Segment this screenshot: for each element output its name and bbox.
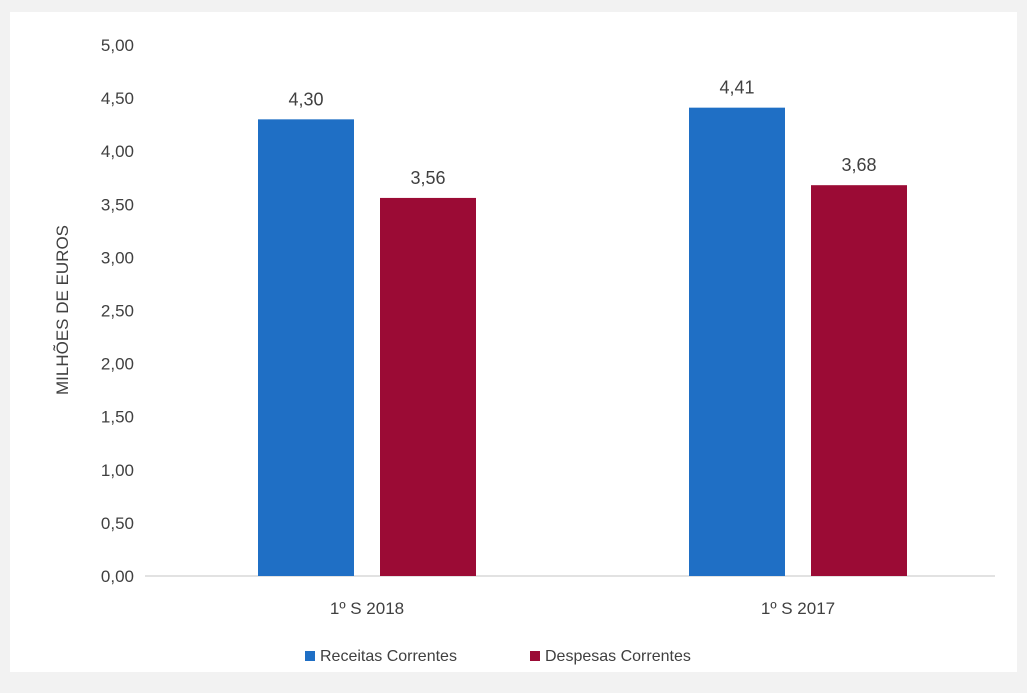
bar[interactable] <box>258 119 354 576</box>
y-tick-label: 0,00 <box>101 567 134 586</box>
legend-swatch <box>305 651 315 661</box>
legend-label[interactable]: Receitas Correntes <box>320 648 457 665</box>
legend-label[interactable]: Despesas Correntes <box>545 648 691 665</box>
x-axis-labels: 1º S 2018 1º S 2017 <box>330 599 835 618</box>
y-tick-label: 4,00 <box>101 142 134 161</box>
bar[interactable] <box>380 197 476 577</box>
y-tick-label: 5,00 <box>101 36 134 55</box>
bar[interactable] <box>689 107 785 577</box>
x-tick-label: 1º S 2017 <box>761 599 835 618</box>
y-tick-label: 3,50 <box>101 195 134 214</box>
bar[interactable] <box>811 185 907 576</box>
data-label: 4,41 <box>719 78 754 98</box>
y-axis-ticks: 0,00 0,50 1,00 1,50 2,00 2,50 3,00 3,50 4,00 4,50… <box>101 36 134 586</box>
data-label: 3,68 <box>841 155 876 175</box>
data-label: 4,30 <box>288 89 323 109</box>
bars: 4,30 3,56 4,41 3,68 <box>258 78 907 577</box>
y-tick-label: 3,00 <box>101 248 134 267</box>
data-label: 3,56 <box>410 168 445 188</box>
y-tick-label: 0,50 <box>101 514 134 533</box>
y-tick-label: 4,50 <box>101 89 134 108</box>
legend[interactable]: Receitas Correntes Despesas Correntes <box>305 648 691 665</box>
y-tick-label: 1,50 <box>101 408 134 427</box>
y-tick-label: 2,00 <box>101 355 134 374</box>
legend-swatch <box>530 651 540 661</box>
y-axis-title: MILHÕES DE EUROS <box>53 225 72 395</box>
x-tick-label: 1º S 2018 <box>330 599 404 618</box>
y-tick-label: 2,50 <box>101 302 134 321</box>
y-tick-label: 1,00 <box>101 461 134 480</box>
